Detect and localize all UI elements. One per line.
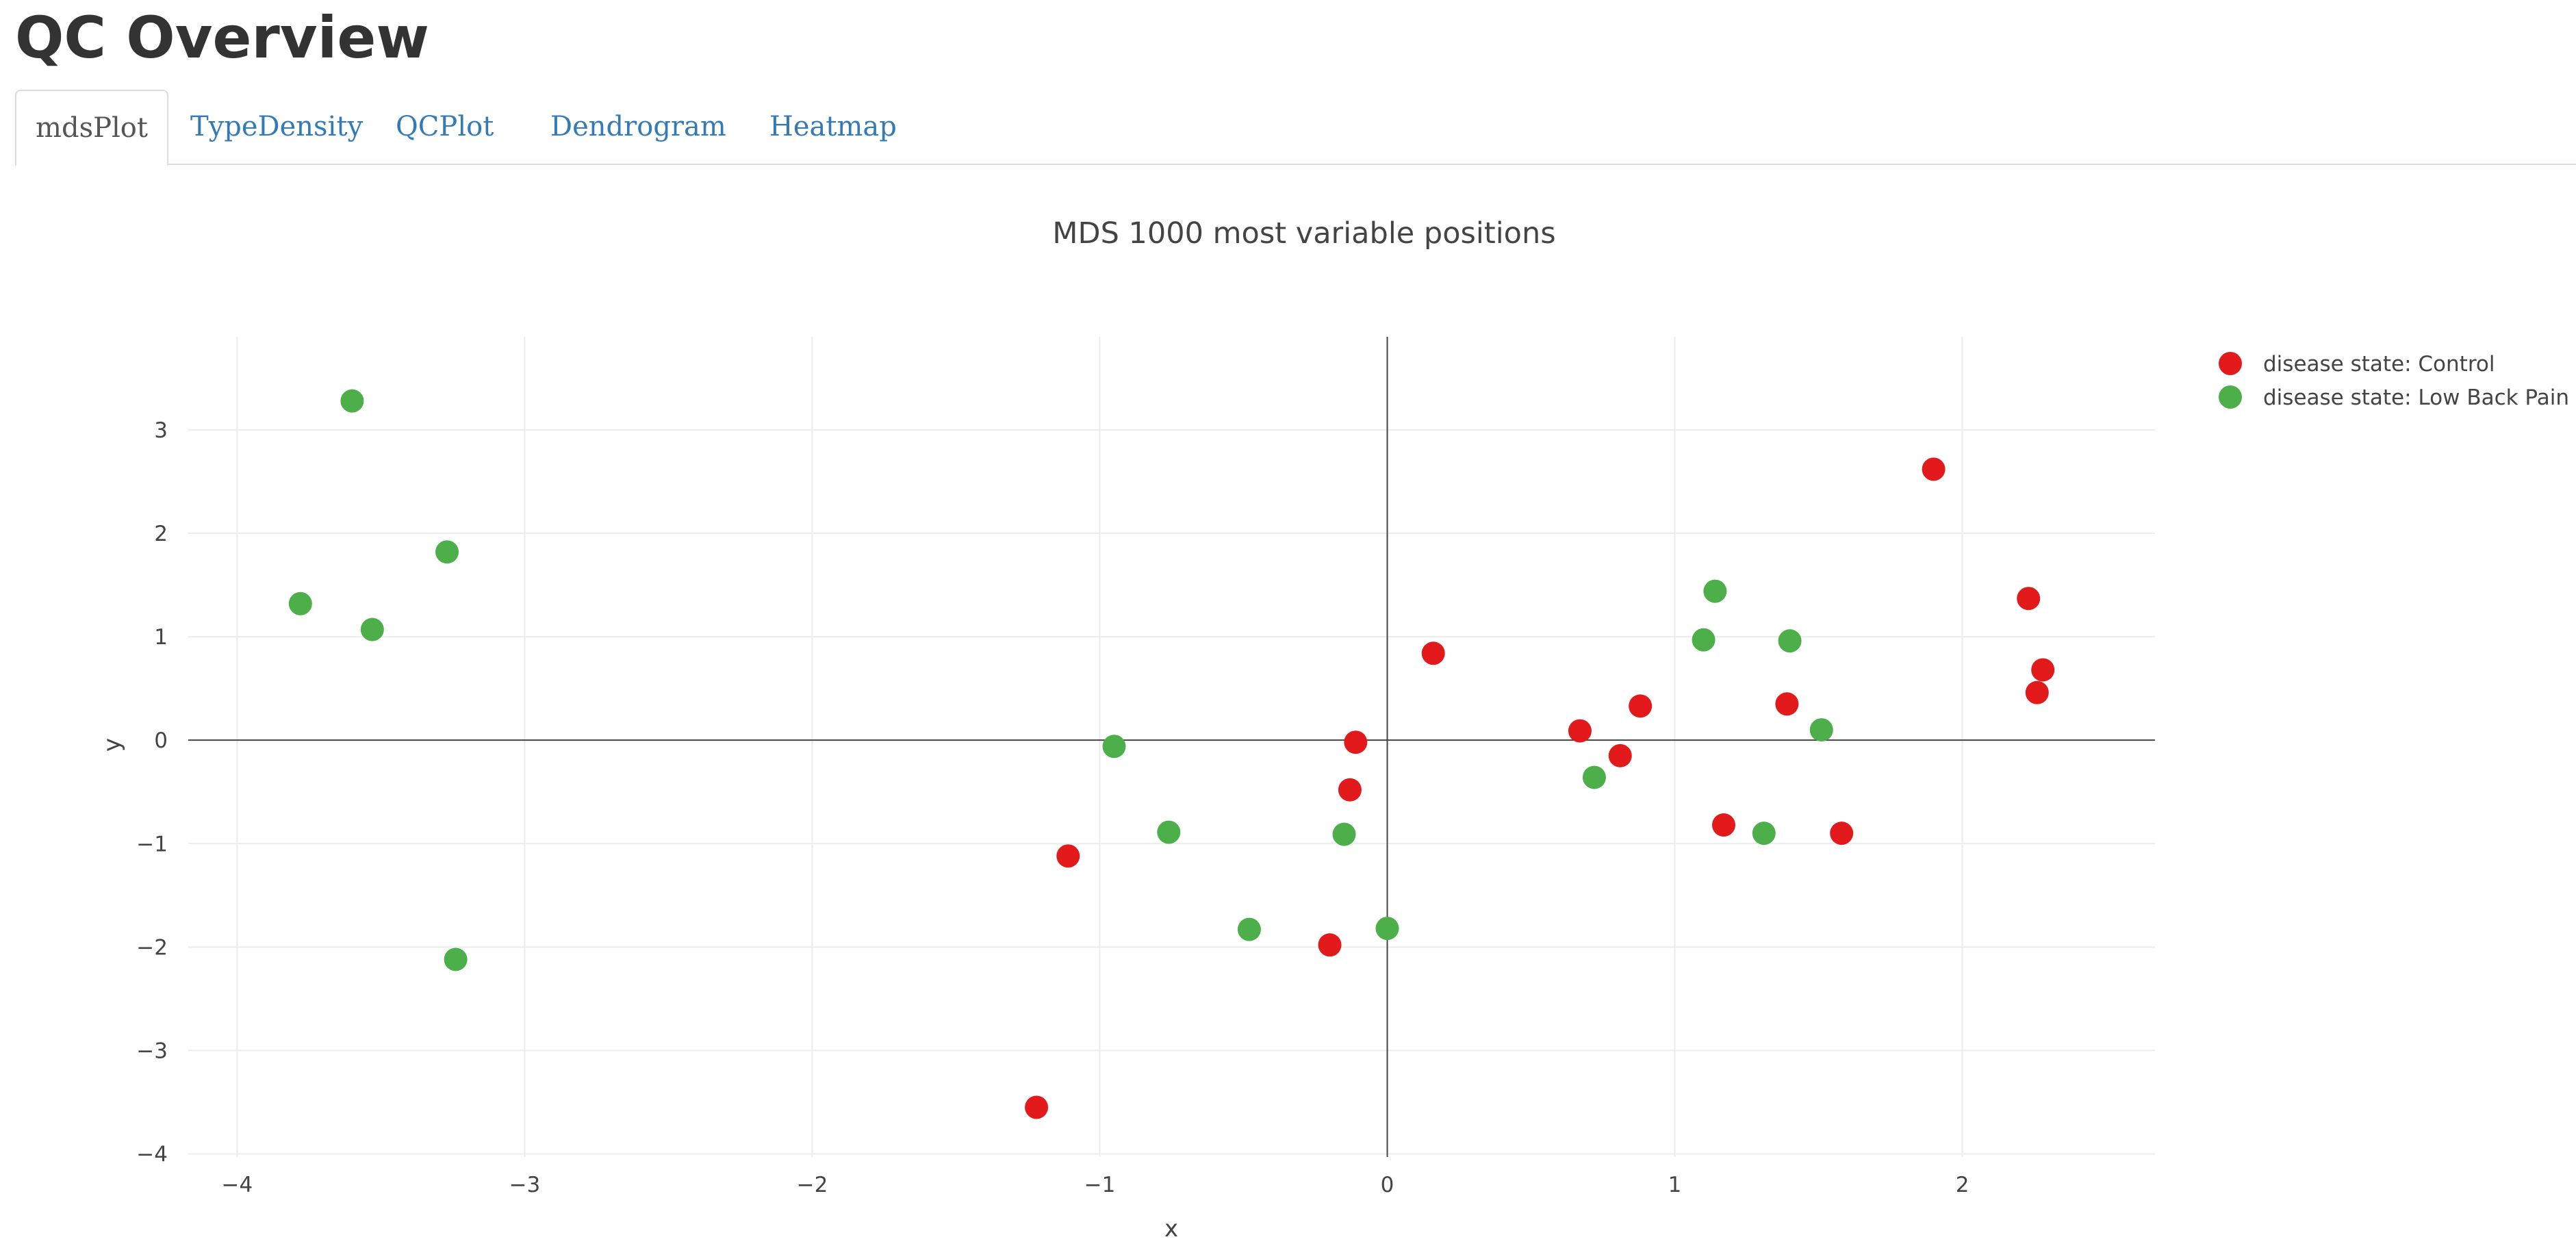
x-tick-label: −2	[797, 1173, 828, 1197]
scatter-point[interactable]	[1629, 694, 1653, 718]
chart-title: MDS 1000 most variable positions	[1052, 216, 1555, 251]
y-tick-label: 0	[154, 728, 168, 753]
x-tick-label: −4	[222, 1173, 253, 1197]
legend-marker[interactable]	[2219, 352, 2242, 375]
x-tick-label: 2	[1956, 1173, 1969, 1197]
tab-qcplot[interactable]: QCPlot	[396, 111, 494, 142]
x-tick-label: 1	[1668, 1173, 1682, 1197]
scatter-point[interactable]	[1711, 813, 1735, 837]
y-tick-label: −2	[136, 935, 168, 960]
scatter-point[interactable]	[1582, 765, 1606, 789]
scatter-point[interactable]	[1237, 917, 1261, 941]
tick-labels: −4 −3 −2 −1 0 1 2 −4 −3 −2 −1 0 1 2 3	[136, 418, 1969, 1197]
scatter-point[interactable]	[1102, 735, 1126, 759]
tab-heatmap[interactable]: Heatmap	[769, 111, 897, 142]
x-tick-label: −3	[509, 1173, 541, 1197]
scatter-point[interactable]	[1332, 822, 1356, 846]
scatter-point[interactable]	[1922, 457, 1946, 481]
scatter-point[interactable]	[360, 617, 384, 641]
mds-plot[interactable]: −4 −3 −2 −1 0 1 2 −4 −3 −2 −1 0 1 2 3 disease state: C…	[0, 185, 2576, 1248]
scatter-point[interactable]	[1703, 579, 1727, 603]
legend-marker[interactable]	[2219, 385, 2242, 409]
scatter-point[interactable]	[1338, 778, 1362, 802]
scatter-point[interactable]	[1344, 730, 1368, 754]
y-tick-label: 1	[154, 625, 168, 650]
scatter-point[interactable]	[1025, 1095, 1049, 1119]
y-tick-label: 3	[154, 418, 168, 443]
scatter-point[interactable]	[1752, 822, 1776, 845]
scatter-point[interactable]	[1692, 628, 1716, 652]
scatter-point[interactable]	[1608, 743, 1632, 767]
data-points	[288, 389, 2055, 1119]
y-axis-title: y	[99, 738, 126, 752]
scatter-point[interactable]	[1157, 820, 1181, 844]
y-tick-label: −3	[136, 1039, 168, 1063]
scatter-point[interactable]	[288, 591, 312, 615]
scatter-point[interactable]	[1375, 917, 1399, 941]
x-axis-title: x	[1164, 1215, 1178, 1243]
tab-dendrogram[interactable]: Dendrogram	[550, 111, 726, 142]
scatter-point[interactable]	[1421, 641, 1445, 665]
scatter-point[interactable]	[1809, 718, 1833, 742]
page-title: QC Overview	[15, 4, 429, 71]
zero-lines	[188, 337, 2155, 1157]
scatter-point[interactable]	[435, 540, 459, 564]
tab-bar: mdsPlot TypeDensity QCPlot Dendrogram He…	[15, 90, 2576, 166]
scatter-point[interactable]	[1056, 844, 1080, 868]
y-tick-label: −1	[136, 832, 168, 856]
grid	[188, 337, 2155, 1157]
scatter-point[interactable]	[1318, 933, 1342, 957]
tab-mdsplot[interactable]: mdsPlot	[15, 90, 168, 166]
y-tick-label: −4	[136, 1142, 168, 1167]
scatter-point[interactable]	[340, 389, 364, 413]
legend[interactable]: disease state: Control disease state: Low…	[2219, 352, 2569, 410]
scatter-point[interactable]	[1778, 629, 1802, 653]
scatter-point[interactable]	[2031, 658, 2055, 682]
x-tick-label: 0	[1381, 1173, 1394, 1197]
scatter-point[interactable]	[1830, 822, 1854, 845]
tab-typedensity[interactable]: TypeDensity	[190, 111, 364, 142]
scatter-point[interactable]	[2025, 680, 2049, 704]
y-tick-label: 2	[154, 522, 168, 546]
legend-label[interactable]: disease state: Low Back Pain	[2263, 385, 2569, 410]
scatter-point[interactable]	[1775, 692, 1799, 716]
scatter-point[interactable]	[444, 947, 468, 971]
mds-plot-svg: −4 −3 −2 −1 0 1 2 −4 −3 −2 −1 0 1 2 3 disease state: C…	[99, 216, 2569, 1243]
legend-label[interactable]: disease state: Control	[2263, 352, 2495, 377]
x-tick-label: −1	[1084, 1173, 1116, 1197]
scatter-point[interactable]	[2017, 587, 2041, 611]
scatter-point[interactable]	[1568, 719, 1592, 743]
